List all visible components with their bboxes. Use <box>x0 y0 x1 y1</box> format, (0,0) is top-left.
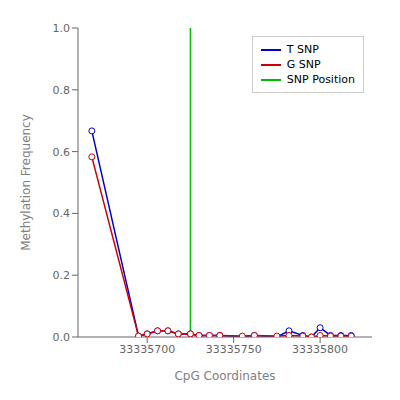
svg-text:Methylation Frequency: Methylation Frequency <box>19 114 33 251</box>
svg-text:CpG Coordinates: CpG Coordinates <box>174 369 275 383</box>
svg-text:1.0: 1.0 <box>53 22 71 35</box>
html-text:G SNP: G SNP <box>286 58 321 71</box>
svg-text:33335800: 33335800 <box>292 343 348 356</box>
svg-text:33335750: 33335750 <box>206 343 262 356</box>
svg-text:0.0: 0.0 <box>53 331 71 344</box>
svg-text:0.4: 0.4 <box>53 207 71 220</box>
html-text:SNP Position: SNP Position <box>286 73 355 86</box>
svg-text:33335700: 33335700 <box>119 343 175 356</box>
svg-text:0.8: 0.8 <box>53 84 71 97</box>
svg-text:0.2: 0.2 <box>53 269 71 282</box>
svg-text:0.6: 0.6 <box>53 146 71 159</box>
html-text:T SNP: T SNP <box>286 43 319 56</box>
